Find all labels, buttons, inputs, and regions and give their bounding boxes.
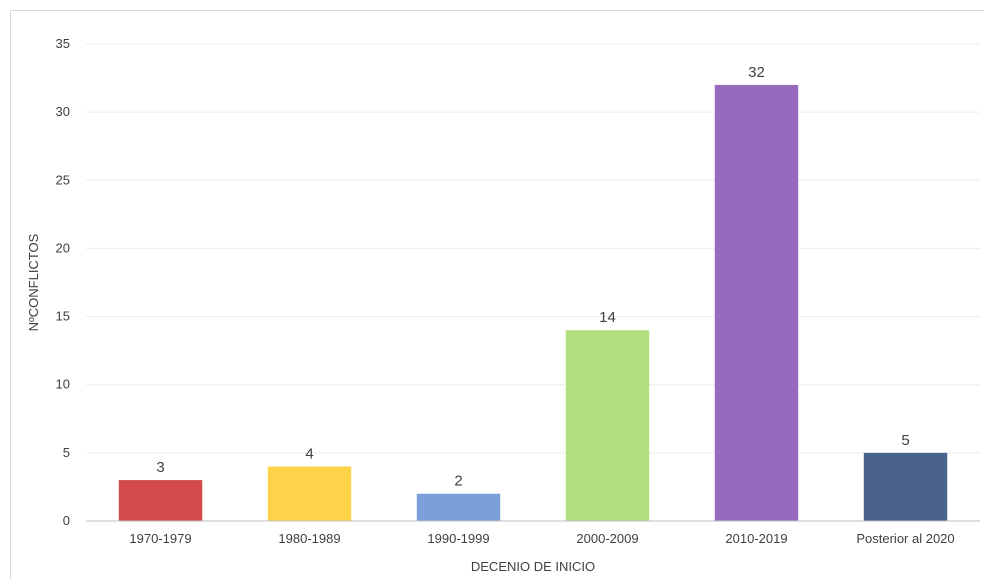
bar-2010-2019: [714, 84, 799, 521]
data-label: 32: [748, 64, 765, 81]
chart-frame: [10, 10, 984, 579]
data-label: 14: [599, 309, 616, 326]
y-tick-label: 20: [56, 240, 70, 255]
y-axis-title: NºCONFLICTOS: [26, 233, 41, 331]
x-axis-title: DECENIO DE INICIO: [471, 559, 595, 574]
data-label: 3: [156, 459, 164, 476]
x-tick-label: Posterior al 2020: [856, 531, 954, 546]
x-tick-label: 1970-1979: [129, 531, 191, 546]
y-tick-label: 15: [56, 309, 70, 324]
y-tick-label: 25: [56, 172, 70, 187]
x-tick-label: 1990-1999: [427, 531, 489, 546]
y-tick-label: 10: [56, 377, 70, 392]
y-axis-ticks: 0 5 10 15 20 25 30 35: [56, 36, 70, 528]
x-tick-label: 2000-2009: [576, 531, 638, 546]
data-label: 5: [901, 432, 909, 449]
bar-posterior-al-2020: [863, 452, 948, 521]
bar-1970-1979: [118, 480, 203, 521]
x-tick-label: 2010-2019: [725, 531, 787, 546]
x-tick-label: 1980-1989: [278, 531, 340, 546]
y-tick-label: 35: [56, 36, 70, 51]
bar-1990-1999: [416, 493, 501, 521]
bar-2000-2009: [565, 330, 650, 521]
bar-1980-1989: [267, 466, 352, 521]
y-tick-label: 30: [56, 104, 70, 119]
data-labels: 3 4 2 14 32 5: [156, 64, 909, 490]
gridlines: [86, 43, 980, 454]
y-tick-label: 0: [63, 513, 70, 528]
y-tick-label: 5: [63, 445, 70, 460]
x-axis-ticks: 1970-1979 1980-1989 1990-1999 2000-2009 2010…: [129, 531, 954, 546]
data-label: 2: [454, 473, 462, 490]
data-label: 4: [305, 445, 313, 462]
bars: [118, 84, 948, 521]
